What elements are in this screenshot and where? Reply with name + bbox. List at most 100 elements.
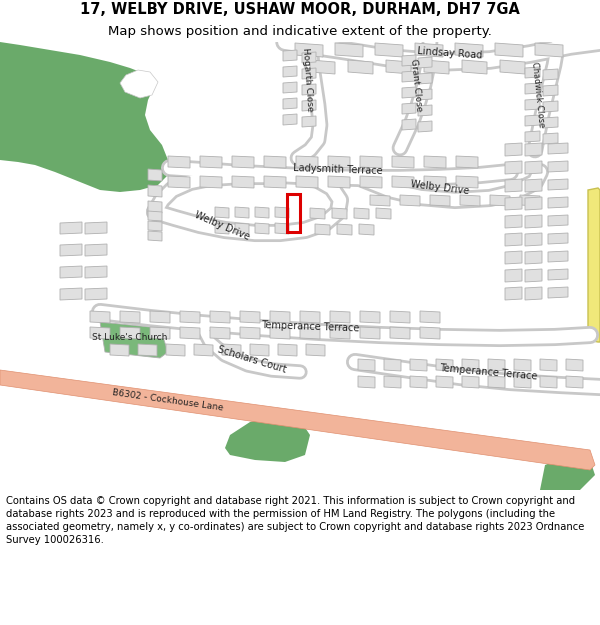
Polygon shape	[548, 161, 568, 172]
Polygon shape	[194, 344, 213, 356]
Polygon shape	[283, 98, 297, 109]
Polygon shape	[402, 119, 416, 130]
Polygon shape	[505, 215, 522, 228]
Polygon shape	[210, 311, 230, 323]
Polygon shape	[543, 85, 558, 96]
Polygon shape	[60, 244, 82, 256]
Polygon shape	[402, 55, 416, 66]
Polygon shape	[138, 344, 157, 356]
Polygon shape	[150, 327, 170, 339]
Polygon shape	[166, 344, 185, 356]
Text: Welby Drive: Welby Drive	[410, 179, 470, 196]
Polygon shape	[384, 359, 401, 371]
Polygon shape	[418, 89, 432, 100]
Polygon shape	[270, 311, 290, 323]
Text: Chadwick Close: Chadwick Close	[530, 62, 546, 128]
Polygon shape	[548, 287, 568, 298]
Polygon shape	[540, 376, 557, 388]
Polygon shape	[328, 156, 350, 168]
Polygon shape	[520, 195, 540, 206]
Polygon shape	[148, 201, 162, 213]
Polygon shape	[278, 344, 297, 356]
Polygon shape	[232, 156, 254, 168]
Polygon shape	[348, 60, 373, 74]
Polygon shape	[456, 176, 478, 188]
Polygon shape	[488, 359, 505, 371]
Polygon shape	[543, 117, 558, 128]
Polygon shape	[525, 115, 540, 126]
Polygon shape	[392, 176, 414, 188]
Polygon shape	[505, 269, 522, 282]
Polygon shape	[360, 176, 382, 188]
Polygon shape	[296, 156, 318, 168]
Polygon shape	[386, 60, 411, 74]
Polygon shape	[462, 60, 487, 74]
Polygon shape	[390, 327, 410, 339]
Polygon shape	[436, 359, 453, 371]
Text: B6302 - Cockhouse Lane: B6302 - Cockhouse Lane	[112, 388, 224, 412]
Polygon shape	[200, 156, 222, 168]
Polygon shape	[392, 156, 414, 168]
Polygon shape	[215, 223, 229, 234]
Polygon shape	[120, 327, 140, 339]
Polygon shape	[436, 376, 453, 388]
Polygon shape	[525, 67, 540, 78]
Polygon shape	[418, 105, 432, 116]
Polygon shape	[300, 327, 320, 339]
Polygon shape	[283, 82, 297, 93]
Polygon shape	[180, 311, 200, 323]
Polygon shape	[302, 116, 316, 127]
Polygon shape	[505, 251, 522, 264]
Polygon shape	[330, 327, 350, 339]
Polygon shape	[85, 222, 107, 234]
Polygon shape	[275, 207, 289, 218]
Text: St Luke's Church: St Luke's Church	[92, 334, 167, 342]
Polygon shape	[456, 156, 478, 168]
Polygon shape	[264, 156, 286, 168]
Polygon shape	[358, 376, 375, 388]
Polygon shape	[462, 359, 479, 371]
Polygon shape	[264, 176, 286, 188]
Polygon shape	[548, 143, 568, 154]
Polygon shape	[402, 87, 416, 98]
Polygon shape	[525, 83, 540, 94]
Polygon shape	[302, 68, 316, 79]
Polygon shape	[306, 344, 325, 356]
Polygon shape	[543, 101, 558, 112]
Polygon shape	[360, 327, 380, 339]
Polygon shape	[548, 269, 568, 280]
Polygon shape	[500, 60, 525, 74]
Polygon shape	[222, 344, 241, 356]
Polygon shape	[418, 57, 432, 68]
Polygon shape	[270, 327, 290, 339]
Polygon shape	[455, 43, 483, 57]
Polygon shape	[335, 43, 363, 57]
Polygon shape	[376, 208, 391, 219]
Polygon shape	[402, 71, 416, 82]
Polygon shape	[548, 179, 568, 190]
Polygon shape	[505, 161, 522, 174]
Polygon shape	[235, 223, 249, 234]
Polygon shape	[360, 156, 382, 168]
Polygon shape	[255, 207, 269, 218]
Polygon shape	[588, 188, 600, 342]
Polygon shape	[310, 208, 325, 219]
Polygon shape	[415, 43, 443, 57]
Polygon shape	[215, 207, 229, 218]
Polygon shape	[525, 161, 542, 174]
Polygon shape	[505, 179, 522, 192]
Polygon shape	[110, 344, 129, 356]
Text: Temperance Terrace: Temperance Terrace	[439, 362, 538, 381]
Polygon shape	[410, 359, 427, 371]
Polygon shape	[525, 99, 540, 110]
Polygon shape	[490, 195, 510, 206]
Polygon shape	[424, 176, 446, 188]
Polygon shape	[370, 195, 390, 206]
Polygon shape	[548, 233, 568, 244]
Polygon shape	[548, 215, 568, 226]
Polygon shape	[354, 208, 369, 219]
Polygon shape	[400, 195, 420, 206]
Polygon shape	[210, 327, 230, 339]
Polygon shape	[90, 327, 110, 339]
Polygon shape	[543, 69, 558, 80]
